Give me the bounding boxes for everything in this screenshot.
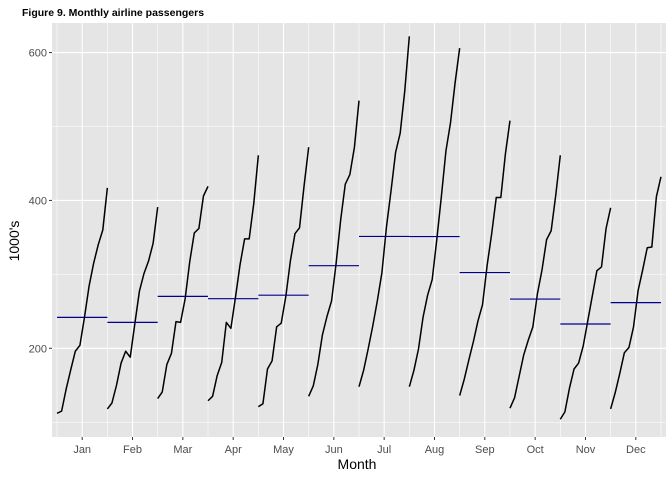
series-line-jan xyxy=(56,187,109,415)
series-line-jul xyxy=(358,36,411,387)
y-axis-title: 1000's xyxy=(6,221,22,262)
x-tick-label: May xyxy=(273,444,294,456)
series-group xyxy=(56,36,662,420)
y-tick-label: 200 xyxy=(29,343,47,355)
series-line-nov xyxy=(559,207,612,420)
series-line-oct xyxy=(509,155,562,409)
series-line-dec xyxy=(609,176,662,410)
chart-title: Figure 9. Monthly airline passengers xyxy=(22,7,204,19)
series-line-may xyxy=(257,147,310,408)
axes: 200 400 600 Jan Feb Mar Apr May Jun Jul Aug Sep Oct N… xyxy=(29,48,646,456)
x-tick-label: Dec xyxy=(626,444,646,456)
x-tick-label: Sep xyxy=(475,444,495,456)
y-tick-label: 400 xyxy=(29,195,47,207)
x-tick-label: Aug xyxy=(425,444,445,456)
x-tick-label: Nov xyxy=(576,444,596,456)
x-tick-label: Jul xyxy=(377,444,391,456)
x-tick-label: Feb xyxy=(123,444,142,456)
series-line-jun xyxy=(307,100,360,397)
series-line-apr xyxy=(207,155,260,402)
y-tick-label: 600 xyxy=(29,48,47,60)
x-tick-label: Mar xyxy=(173,444,192,456)
series-line-aug xyxy=(408,48,461,387)
grid-lines xyxy=(52,23,666,437)
series-line-sep xyxy=(458,120,511,396)
x-tick-label: Oct xyxy=(527,444,544,456)
series-line-mar xyxy=(157,186,209,399)
x-tick-label: Apr xyxy=(225,444,242,456)
series-line-feb xyxy=(106,206,159,410)
x-axis-title: Month xyxy=(338,456,377,472)
plot-area: 200 400 600 Jan Feb Mar Apr May Jun Jul Aug Sep Oct N… xyxy=(29,23,666,456)
x-tick-label: Jun xyxy=(325,444,343,456)
x-tick-label: Jan xyxy=(73,444,91,456)
